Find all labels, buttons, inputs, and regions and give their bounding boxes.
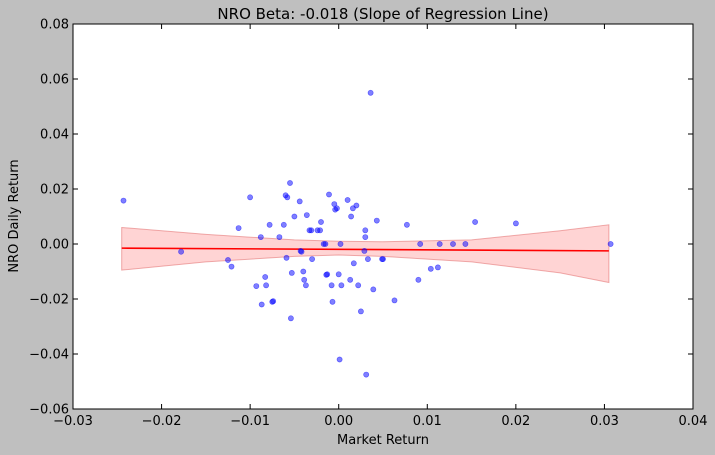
data-point (333, 205, 340, 212)
data-point (513, 220, 519, 227)
data-point (287, 180, 293, 186)
y-axis-label: NRO Daily Return (7, 159, 22, 272)
data-point (335, 271, 342, 278)
x-tick-label: 0.01 (413, 414, 442, 429)
data-point (283, 254, 290, 261)
data-point (403, 221, 410, 228)
data-point (276, 234, 283, 240)
x-tick-label: 0.00 (324, 414, 353, 429)
data-point (370, 286, 377, 293)
data-point (336, 356, 343, 363)
data-point (266, 221, 273, 228)
data-point (178, 248, 184, 255)
y-tick-label: 0.02 (40, 183, 69, 198)
data-point (235, 225, 242, 231)
data-point (361, 247, 368, 254)
data-point (367, 89, 374, 96)
y-tick-label: −0.04 (29, 348, 69, 363)
data-point (263, 282, 269, 289)
data-point (225, 257, 231, 263)
x-tick-label: −0.01 (230, 414, 270, 429)
data-point (436, 241, 443, 247)
data-point (308, 227, 315, 234)
data-point (362, 234, 369, 240)
data-point (328, 282, 335, 289)
x-tick-label: 0.02 (501, 414, 530, 429)
data-point (228, 263, 235, 270)
axis-ticks: −0.03 −0.02 −0.01 0.00 0.01 0.02 0.03 0.04 −0.06… (29, 18, 707, 430)
plot-area (73, 24, 693, 409)
data-point (337, 241, 344, 247)
data-point (357, 308, 364, 315)
scatter-points (120, 89, 614, 378)
y-tick-label: −0.06 (29, 403, 69, 418)
data-point (317, 227, 323, 234)
data-point (348, 213, 354, 220)
data-point (258, 301, 265, 308)
x-tick-label: 0.03 (590, 414, 619, 429)
data-point (362, 227, 369, 234)
data-point (120, 197, 127, 204)
data-point (318, 219, 324, 225)
y-tick-label: 0.04 (40, 128, 69, 143)
data-point (302, 282, 309, 289)
x-axis-label: Market Return (337, 433, 429, 448)
data-point (303, 212, 310, 218)
data-point (353, 202, 360, 209)
data-point (417, 241, 424, 247)
data-point (324, 271, 331, 278)
data-point (434, 264, 441, 271)
x-tick-label: 0.04 (679, 414, 708, 429)
data-point (309, 256, 315, 262)
data-point (247, 194, 253, 201)
data-point (291, 213, 298, 220)
data-point (415, 276, 422, 283)
data-point (347, 276, 354, 283)
data-point (301, 276, 308, 283)
data-point (322, 241, 329, 247)
data-point (257, 234, 264, 240)
data-point (450, 241, 456, 247)
data-point (364, 256, 371, 262)
data-point (380, 256, 386, 262)
y-tick-label: 0.00 (40, 238, 69, 253)
data-point (262, 274, 269, 280)
data-point (427, 265, 434, 272)
data-point (288, 269, 295, 276)
data-point (607, 241, 614, 247)
data-point (284, 194, 291, 201)
data-point (326, 191, 332, 198)
data-point (329, 298, 336, 305)
data-point (462, 241, 469, 247)
data-point (391, 297, 398, 304)
data-point (270, 298, 277, 305)
data-point (280, 221, 287, 228)
plot-frame (72, 23, 694, 410)
data-point (373, 217, 380, 224)
x-tick-label: −0.02 (142, 414, 182, 429)
data-point (355, 282, 362, 289)
x-tick-label: −0.03 (53, 414, 93, 429)
data-point (287, 315, 294, 322)
data-point (344, 197, 351, 203)
data-point (350, 260, 357, 267)
data-point (338, 282, 345, 289)
data-point (300, 268, 307, 275)
y-tick-label: 0.08 (40, 18, 69, 33)
data-point (296, 198, 303, 205)
chart-title: NRO Beta: -0.018 (Slope of Regression Li… (217, 5, 548, 23)
data-point (253, 283, 260, 289)
data-point (363, 371, 370, 378)
y-tick-label: 0.06 (40, 73, 69, 88)
y-tick-label: −0.02 (29, 293, 69, 308)
data-point (331, 201, 338, 207)
data-point (472, 219, 478, 225)
data-point (298, 248, 305, 255)
